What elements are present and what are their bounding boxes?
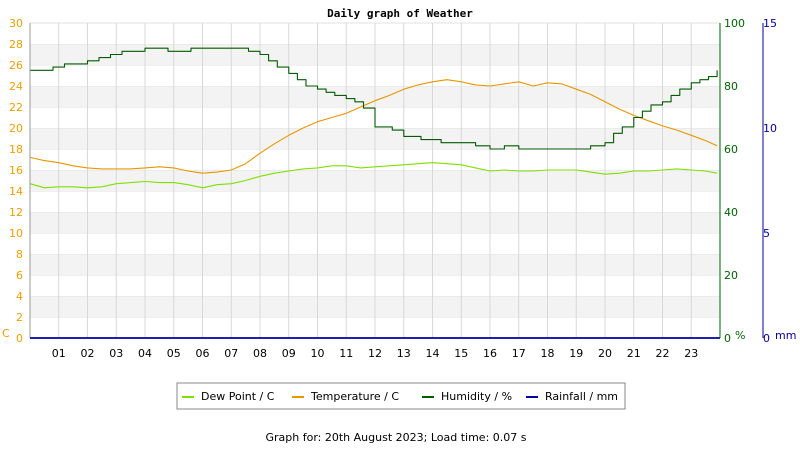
hour-tick-label: 11	[339, 347, 353, 360]
hour-tick-label: 07	[224, 347, 238, 360]
humidity-tick-label: 20	[724, 269, 738, 282]
temp-tick-label: 20	[9, 122, 23, 135]
legend-box	[176, 382, 626, 410]
hour-tick-label: 16	[483, 347, 497, 360]
temp-tick-label: 6	[16, 269, 23, 282]
humidity-tick-label: 80	[724, 80, 738, 93]
hour-tick-label: 12	[368, 347, 382, 360]
temp-tick-label: 2	[16, 311, 23, 324]
chart-title: Daily graph of Weather	[327, 7, 473, 20]
hour-tick-label: 02	[81, 347, 95, 360]
hour-tick-label: 15	[454, 347, 468, 360]
temp-tick-label: 24	[9, 80, 23, 93]
legend-label-temp: Temperature / C	[310, 390, 399, 403]
hour-tick-label: 08	[253, 347, 267, 360]
hour-tick-label: 20	[598, 347, 612, 360]
rainfall-tick-label: 5	[763, 227, 770, 240]
legend-label-dew: Dew Point / C	[201, 390, 275, 403]
temp-tick-label: 26	[9, 59, 23, 72]
temp-tick-label: 10	[9, 227, 23, 240]
hour-tick-label: 03	[109, 347, 123, 360]
humidity-tick-label: 40	[724, 206, 738, 219]
temp-tick-label: 22	[9, 101, 23, 114]
hour-tick-label: 05	[167, 347, 181, 360]
temp-tick-label: 14	[9, 185, 23, 198]
hour-tick-label: 06	[196, 347, 210, 360]
hour-tick-label: 01	[52, 347, 66, 360]
legend: Dew Point / C Temperature / C Humidity / %…	[176, 382, 626, 410]
rain-axis-label: mm	[775, 329, 796, 342]
hour-tick-label: 04	[138, 347, 152, 360]
temp-tick-label: 16	[9, 164, 23, 177]
hour-tick-label: 18	[541, 347, 555, 360]
temp-tick-label: 12	[9, 206, 23, 219]
axes	[29, 23, 764, 339]
temp-tick-label: 28	[9, 38, 23, 51]
hour-tick-label: 17	[512, 347, 526, 360]
temp-tick-label: 4	[16, 290, 23, 303]
rainfall-tick-label: 0	[763, 332, 770, 345]
temp-tick-label: 30	[9, 17, 23, 30]
rainfall-tick-label: 10	[763, 122, 777, 135]
hour-tick-label: 09	[282, 347, 296, 360]
chart-footer: Graph for: 20th August 2023; Load time: …	[266, 431, 527, 444]
hour-tick-label: 10	[311, 347, 325, 360]
tick-labels: 0246810121416182022242628300204060801000…	[9, 17, 777, 360]
hour-tick-label: 13	[397, 347, 411, 360]
legend-label-hum: Humidity / %	[441, 390, 512, 403]
hour-tick-label: 21	[627, 347, 641, 360]
vertical-gridlines	[58, 23, 692, 338]
hour-tick-label: 19	[569, 347, 583, 360]
legend-label-rain: Rainfall / mm	[545, 390, 618, 403]
hour-tick-label: 14	[426, 347, 440, 360]
humidity-tick-label: 0	[724, 332, 731, 345]
rainfall-tick-label: 15	[763, 17, 777, 30]
humidity-tick-label: 100	[724, 17, 745, 30]
temp-tick-label: 8	[16, 248, 23, 261]
temp-tick-label: 0	[16, 332, 23, 345]
humidity-tick-label: 60	[724, 143, 738, 156]
hum-axis-label: %	[735, 329, 745, 342]
hour-tick-label: 23	[684, 347, 698, 360]
series-line-temp	[29, 79, 718, 174]
temp-tick-label: 18	[9, 143, 23, 156]
hour-tick-label: 22	[656, 347, 670, 360]
series-line-dew	[29, 162, 718, 189]
temp-axis-label: C	[2, 327, 10, 340]
series-line-hum	[30, 47, 718, 150]
